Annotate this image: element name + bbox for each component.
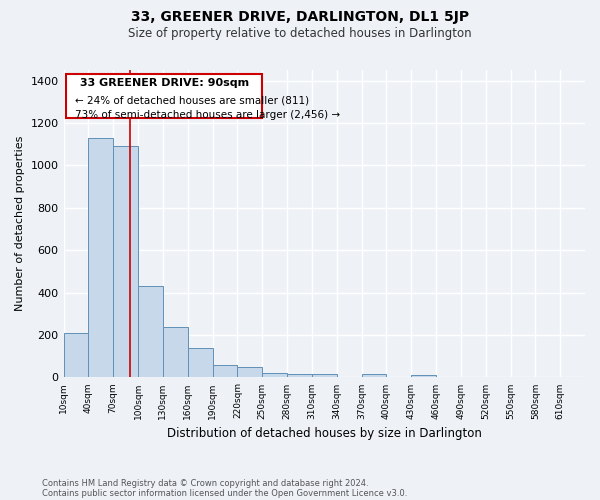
Text: 33, GREENER DRIVE, DARLINGTON, DL1 5JP: 33, GREENER DRIVE, DARLINGTON, DL1 5JP bbox=[131, 10, 469, 24]
Text: Size of property relative to detached houses in Darlington: Size of property relative to detached ho… bbox=[128, 28, 472, 40]
Bar bbox=[238, 368, 262, 378]
Y-axis label: Number of detached properties: Number of detached properties bbox=[15, 136, 25, 312]
Text: 73% of semi-detached houses are larger (2,456) →: 73% of semi-detached houses are larger (… bbox=[75, 110, 340, 120]
Bar bbox=[411, 376, 436, 378]
Bar bbox=[113, 146, 138, 378]
Bar bbox=[312, 374, 337, 378]
Bar bbox=[138, 286, 163, 378]
Text: 33 GREENER DRIVE: 90sqm: 33 GREENER DRIVE: 90sqm bbox=[80, 78, 248, 88]
Bar bbox=[64, 333, 88, 378]
Text: ← 24% of detached houses are smaller (811): ← 24% of detached houses are smaller (81… bbox=[75, 95, 309, 105]
X-axis label: Distribution of detached houses by size in Darlington: Distribution of detached houses by size … bbox=[167, 427, 482, 440]
Bar bbox=[362, 374, 386, 378]
Text: Contains public sector information licensed under the Open Government Licence v3: Contains public sector information licen… bbox=[42, 488, 407, 498]
Bar bbox=[212, 364, 238, 378]
Bar bbox=[88, 138, 113, 378]
Bar bbox=[262, 373, 287, 378]
Text: Contains HM Land Registry data © Crown copyright and database right 2024.: Contains HM Land Registry data © Crown c… bbox=[42, 478, 368, 488]
Bar bbox=[287, 374, 312, 378]
Bar bbox=[188, 348, 212, 378]
Bar bbox=[163, 326, 188, 378]
